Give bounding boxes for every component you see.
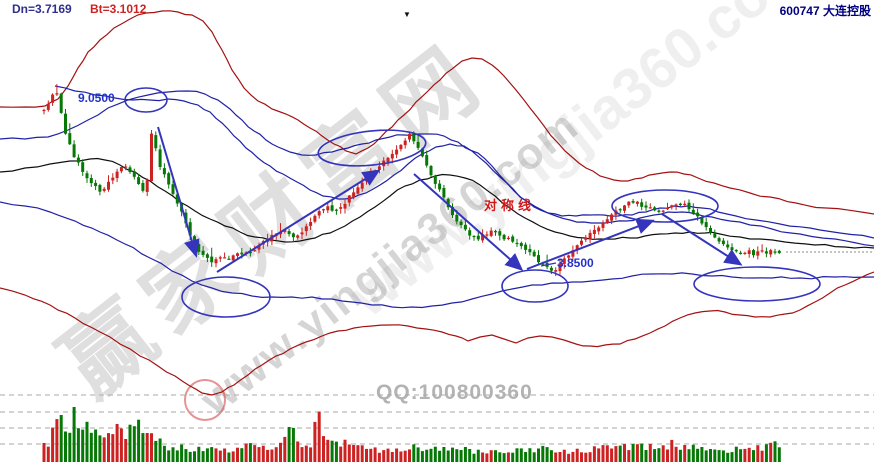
arrow-down-3 [661, 213, 743, 266]
arrow-up-1 [216, 169, 381, 273]
price-tag [540, 262, 557, 267]
arrow-down-2 [413, 173, 524, 271]
price-label-high: 9.0500 [78, 91, 115, 105]
annotation-arrows [157, 126, 743, 273]
indicator-bt-label: Bt=3.1012 [90, 2, 147, 16]
volume-gridlines [0, 394, 874, 445]
price-tag-tick [540, 262, 557, 267]
ellipse-rally-top [317, 129, 427, 167]
upper_red_band [0, 10, 874, 215]
arrow-up-2 [526, 218, 655, 270]
middle_black_ma [0, 157, 874, 249]
stock-code-label: 600747 大连控股 [779, 4, 871, 18]
indicator-dn-label: Dn=3.7169 [12, 2, 72, 16]
symmetry-line-label: 对称线 [484, 199, 536, 214]
annotation-ellipses [124, 87, 821, 318]
lower_red_band [0, 271, 874, 396]
dropdown-marker-icon[interactable]: ▼ [403, 10, 411, 19]
upper_blue_band_b [0, 90, 874, 247]
upper_blue_band_a [54, 85, 874, 239]
lower_blue_band [0, 201, 874, 309]
price-label-mid: 3.8500 [557, 256, 594, 270]
ellipse-right-bottom [693, 266, 821, 302]
ellipse-top-cross [124, 87, 168, 113]
candlesticks [42, 84, 781, 277]
ellipse-right-top [611, 189, 719, 223]
watermark-logo-arc [184, 379, 226, 421]
volume-bars [42, 407, 781, 462]
arrow-down-1 [157, 126, 200, 258]
ellipse-mid-bottom [501, 269, 569, 303]
ellipse-left-bottom [181, 276, 271, 318]
indicator-bands [0, 10, 874, 396]
